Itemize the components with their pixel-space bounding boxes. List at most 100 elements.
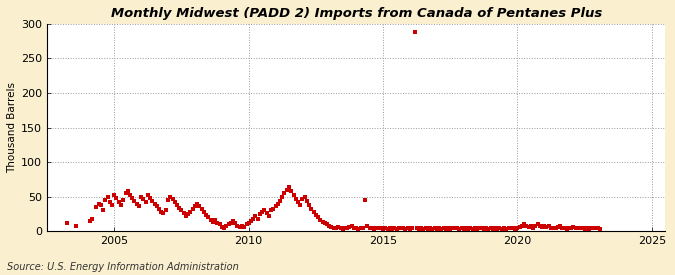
Point [400, 227, 411, 231]
Text: Source: U.S. Energy Information Administration: Source: U.S. Energy Information Administ… [7, 262, 238, 272]
Point [329, 226, 340, 230]
Point [140, 200, 151, 204]
Point [420, 226, 431, 231]
Point [250, 214, 261, 218]
Point [353, 227, 364, 231]
Point [438, 226, 449, 231]
Point [214, 222, 225, 227]
Point [526, 224, 537, 228]
Point [292, 200, 303, 204]
Y-axis label: Thousand Barrels: Thousand Barrels [7, 82, 17, 173]
Point [194, 204, 205, 208]
Point [326, 225, 337, 229]
Point [389, 226, 400, 231]
Point [394, 226, 404, 231]
Point [588, 226, 599, 230]
Point [474, 226, 485, 230]
Point [333, 225, 344, 229]
Point [543, 224, 554, 228]
Point [373, 226, 384, 230]
Point [105, 200, 115, 204]
Point [579, 227, 590, 231]
Point [492, 227, 503, 231]
Point [470, 226, 481, 231]
Point [460, 226, 471, 231]
Point [545, 226, 556, 230]
Point [431, 227, 442, 231]
Point [120, 191, 131, 196]
Point [98, 208, 109, 213]
Point [265, 208, 276, 213]
Point [411, 226, 422, 231]
Point [371, 226, 382, 231]
Point [433, 226, 444, 231]
Point [344, 225, 355, 229]
Point [550, 226, 561, 230]
Point [501, 227, 512, 231]
Point [516, 224, 527, 228]
Point [407, 226, 418, 231]
Point [171, 203, 182, 207]
Point [161, 208, 171, 213]
Point [384, 226, 395, 231]
Point [481, 226, 491, 231]
Point [519, 222, 530, 227]
Point [134, 204, 144, 208]
Point [290, 197, 301, 202]
Point [521, 224, 532, 228]
Point [418, 227, 429, 231]
Point [107, 203, 117, 207]
Point [263, 214, 274, 218]
Point [319, 221, 330, 225]
Point [479, 227, 489, 231]
Point [409, 30, 420, 34]
Point [375, 226, 386, 231]
Point [84, 219, 95, 223]
Point [440, 227, 451, 231]
Point [436, 227, 447, 231]
Point [154, 207, 165, 211]
Point [259, 208, 270, 213]
Point [207, 219, 218, 224]
Point [188, 207, 198, 211]
Point [268, 207, 279, 211]
Point [548, 226, 559, 231]
Point [396, 226, 406, 230]
Point [156, 210, 167, 214]
Point [178, 211, 189, 215]
Point [203, 215, 214, 219]
Point [335, 226, 346, 230]
Point [483, 227, 494, 231]
Point [528, 226, 539, 230]
Point [122, 189, 133, 193]
Point [564, 226, 574, 231]
Point [367, 226, 377, 231]
Point [387, 227, 398, 231]
Point [196, 207, 207, 211]
Point [402, 226, 413, 231]
Point [539, 224, 549, 228]
Point [559, 226, 570, 231]
Point [151, 204, 162, 208]
Point [537, 225, 547, 229]
Point [514, 225, 525, 229]
Point [591, 226, 601, 231]
Point [302, 199, 313, 203]
Point [284, 185, 294, 189]
Point [447, 226, 458, 231]
Point [310, 212, 321, 217]
Point [102, 194, 113, 199]
Point [541, 225, 552, 229]
Point [248, 216, 259, 221]
Point [584, 227, 595, 231]
Point [138, 197, 148, 202]
Point [557, 226, 568, 230]
Point [497, 227, 508, 231]
Point [109, 193, 119, 197]
Point [360, 198, 371, 202]
Point [572, 226, 583, 231]
Point [570, 226, 581, 230]
Point [425, 226, 435, 231]
Point [181, 214, 192, 218]
Point [205, 218, 216, 222]
